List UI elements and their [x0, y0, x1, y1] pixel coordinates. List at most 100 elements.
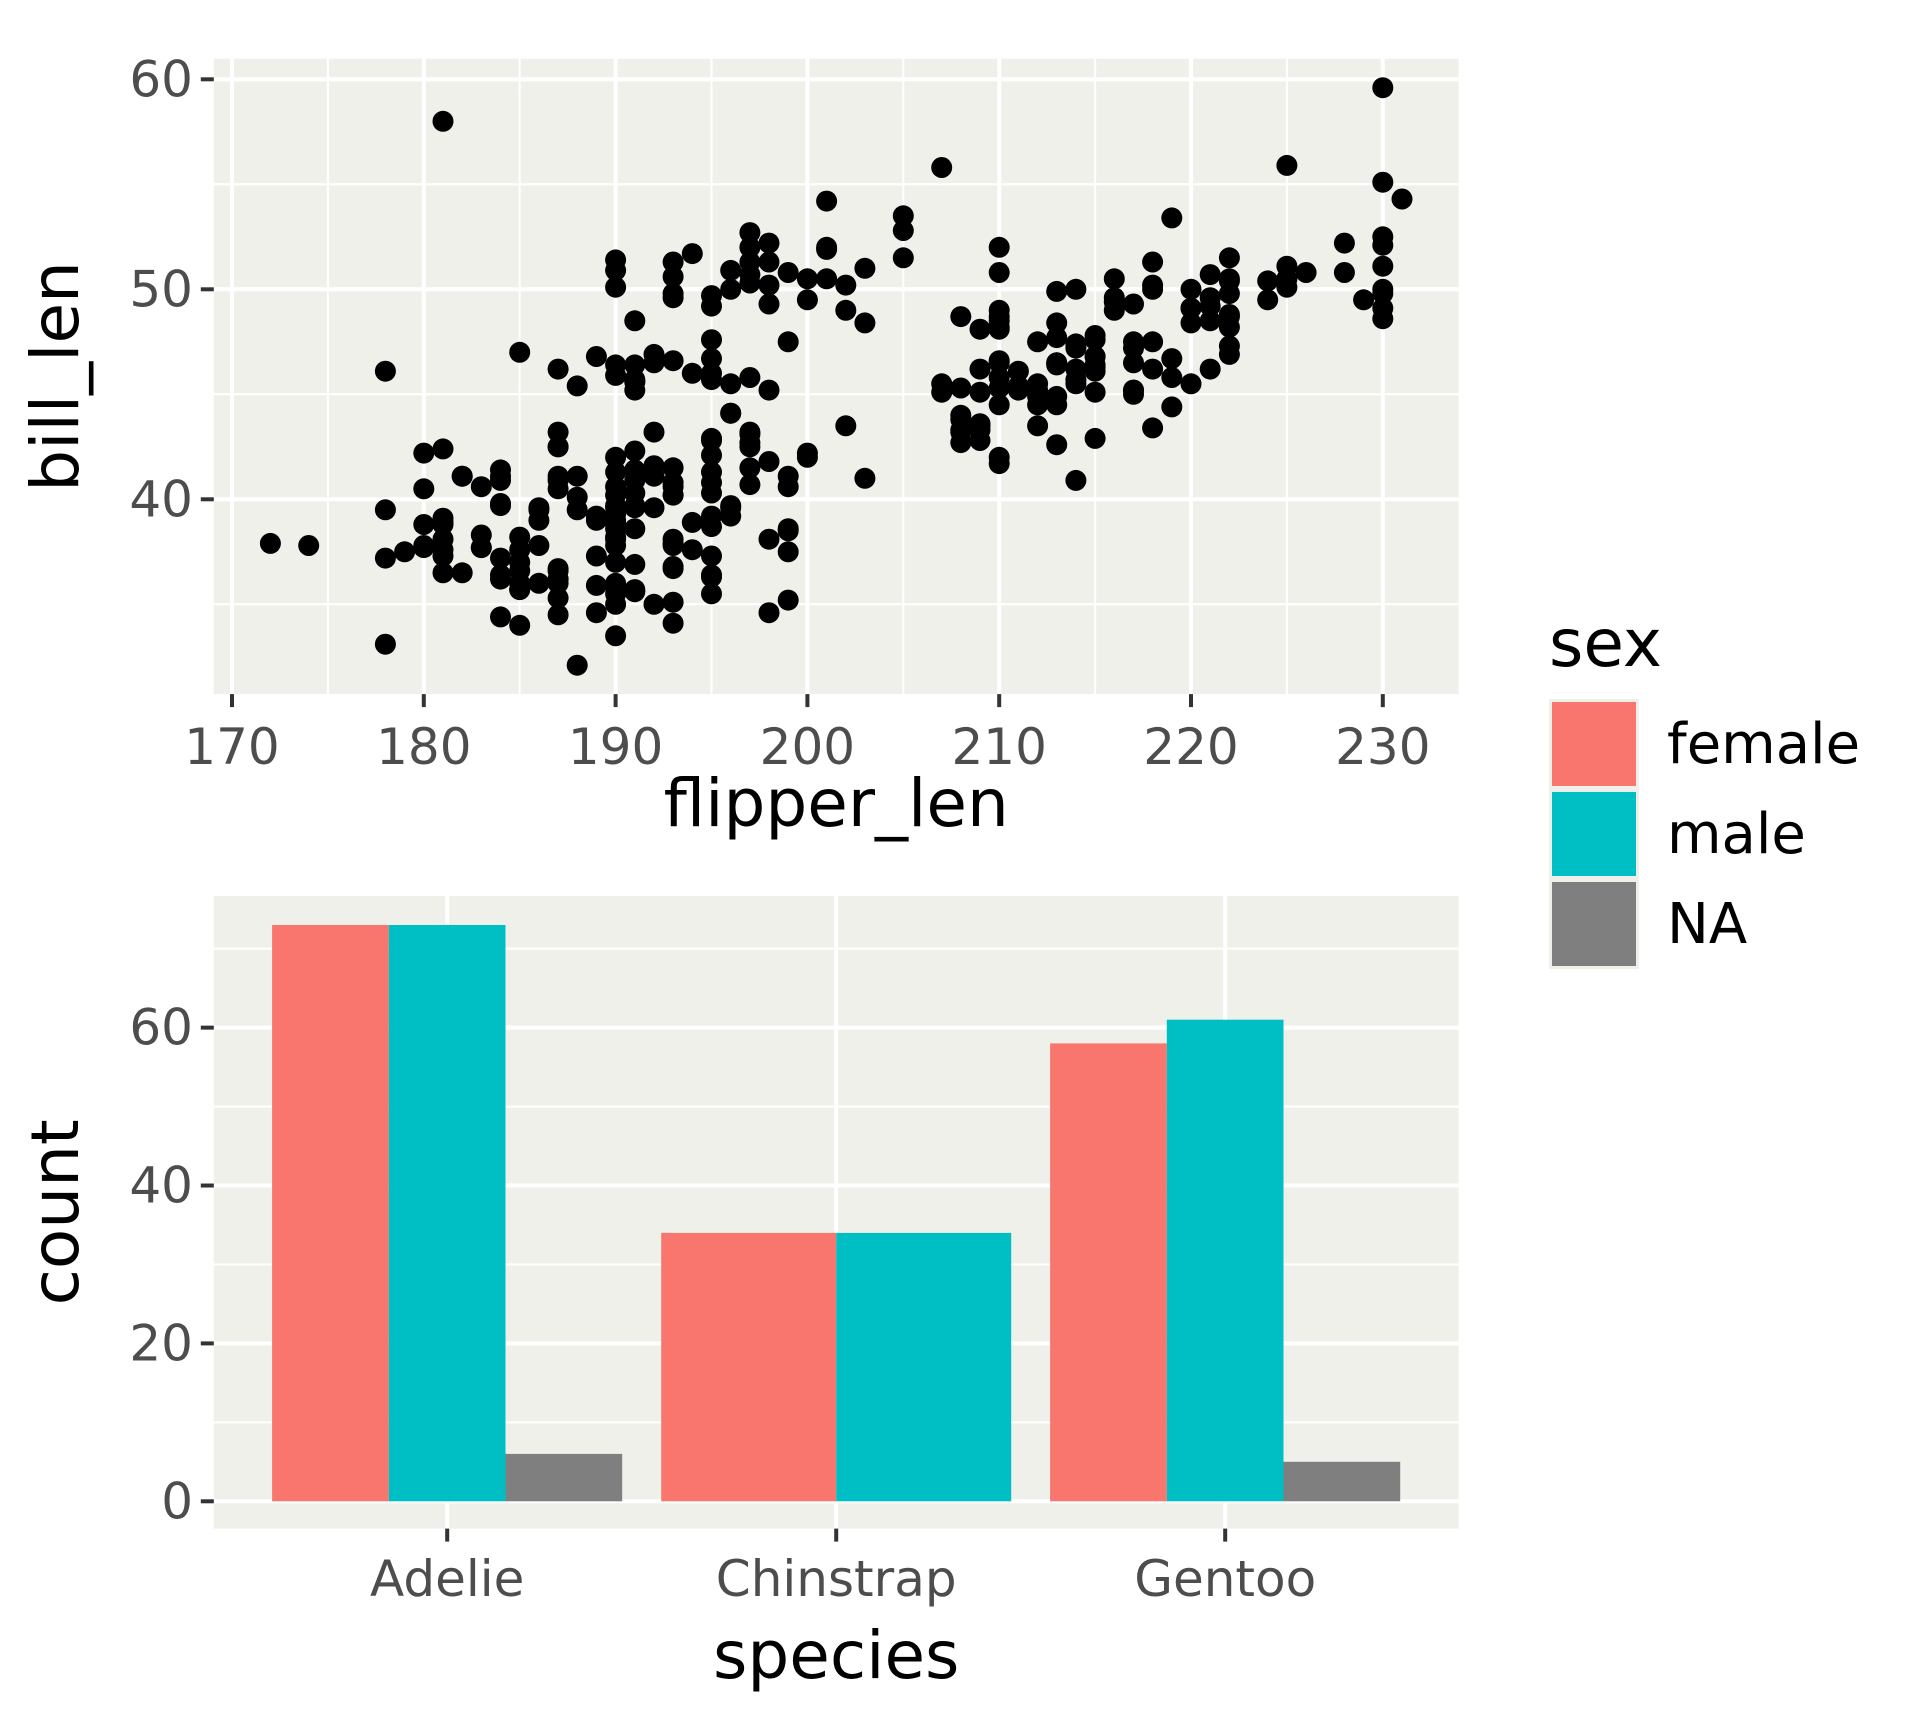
- data-point: [374, 360, 396, 382]
- data-point: [1276, 276, 1298, 298]
- data-point: [1218, 247, 1240, 269]
- data-point: [835, 299, 857, 321]
- data-point: [777, 541, 799, 563]
- y-tick-label: 0: [161, 1472, 193, 1530]
- data-point: [432, 562, 454, 584]
- legend-item-female: female: [1549, 699, 1860, 789]
- data-point: [643, 497, 665, 519]
- legend: sex female male NA: [1549, 604, 1860, 969]
- data-point: [1084, 427, 1106, 449]
- bar-axes: Adelie Chinstrap Gentoo 0 20 40 60: [129, 999, 1316, 1608]
- x-tick-label: 210: [951, 718, 1046, 776]
- data-point: [681, 362, 703, 384]
- data-point: [720, 402, 742, 424]
- legend-label: female: [1667, 711, 1861, 777]
- data-point: [969, 415, 991, 437]
- data-point: [777, 520, 799, 542]
- data-point: [413, 514, 435, 535]
- data-point: [432, 110, 454, 132]
- data-point: [758, 232, 780, 254]
- data-point: [931, 373, 953, 395]
- data-point: [701, 444, 722, 466]
- data-point: [662, 591, 684, 613]
- data-point: [566, 375, 588, 397]
- data-point: [1046, 312, 1068, 334]
- data-point: [1161, 348, 1183, 370]
- data-point: [720, 259, 742, 281]
- data-point: [1046, 434, 1068, 456]
- data-point: [701, 285, 722, 307]
- data-point: [950, 419, 972, 441]
- y-tick-label: 50: [129, 260, 193, 318]
- data-point: [1161, 367, 1183, 388]
- scatter-y-title: bill_len: [17, 261, 94, 492]
- data-point: [1046, 385, 1068, 407]
- data-point: [701, 427, 722, 449]
- data-point: [643, 593, 665, 615]
- data-point: [643, 343, 665, 365]
- data-point: [777, 331, 799, 353]
- scatter-panel: [213, 58, 1459, 695]
- data-point: [605, 583, 627, 605]
- y-tick-label: 60: [129, 999, 193, 1057]
- data-point: [988, 394, 1010, 416]
- data-point: [585, 545, 607, 567]
- bar-chinstrap-male: [836, 1232, 1012, 1502]
- data-point: [796, 442, 818, 464]
- bar-adelie-male: [388, 925, 506, 1502]
- data-point: [758, 293, 780, 315]
- data-point: [662, 484, 684, 506]
- data-point: [854, 467, 876, 489]
- scatter-x-title: flipper_len: [664, 765, 1009, 842]
- data-point: [701, 461, 722, 483]
- data-point: [1027, 394, 1049, 416]
- x-tick-label: 170: [184, 718, 279, 776]
- bar-x-title: species: [713, 1617, 960, 1694]
- data-point: [739, 457, 761, 479]
- data-point: [413, 442, 435, 464]
- data-point: [1027, 331, 1049, 353]
- scatter-plot: 170 180 190 200 210 220 230 40 50 60 flipper_len b…: [17, 50, 1459, 842]
- data-point: [605, 461, 627, 483]
- data-point: [1295, 262, 1317, 283]
- data-point: [1027, 415, 1049, 437]
- data-point: [1372, 77, 1394, 99]
- data-point: [547, 469, 569, 491]
- data-point: [509, 614, 531, 636]
- data-point: [835, 274, 857, 296]
- bar-y-title: count: [17, 1119, 94, 1305]
- data-point: [624, 440, 646, 462]
- legend-label: male: [1667, 801, 1806, 867]
- data-point: [662, 350, 684, 372]
- data-point: [681, 539, 703, 561]
- data-point: [816, 268, 838, 290]
- data-point: [988, 350, 1010, 372]
- data-point: [547, 572, 569, 594]
- data-point: [374, 633, 396, 655]
- data-point: [1180, 312, 1202, 334]
- data-point: [1161, 207, 1183, 229]
- data-point: [777, 589, 799, 611]
- data-point: [605, 354, 627, 376]
- data-point: [1257, 289, 1279, 311]
- data-point: [259, 532, 281, 554]
- data-point: [1333, 262, 1355, 283]
- y-tick-label: 40: [129, 1157, 193, 1215]
- bar-axis-titles: species count: [17, 1119, 959, 1694]
- data-point: [1142, 331, 1164, 353]
- bar-chinstrap-female: [661, 1232, 837, 1502]
- data-point: [432, 528, 454, 550]
- data-point: [1084, 346, 1106, 367]
- data-point: [1218, 270, 1240, 292]
- data-point: [605, 484, 627, 506]
- data-point: [988, 310, 1010, 332]
- data-point: [1142, 417, 1164, 439]
- bar-gentoo-male: [1166, 1019, 1284, 1502]
- data-point: [643, 421, 665, 443]
- data-point: [1123, 379, 1144, 401]
- data-point: [528, 535, 550, 556]
- data-point: [547, 358, 569, 380]
- data-point: [605, 249, 627, 271]
- data-point: [816, 190, 838, 212]
- data-point: [624, 581, 646, 603]
